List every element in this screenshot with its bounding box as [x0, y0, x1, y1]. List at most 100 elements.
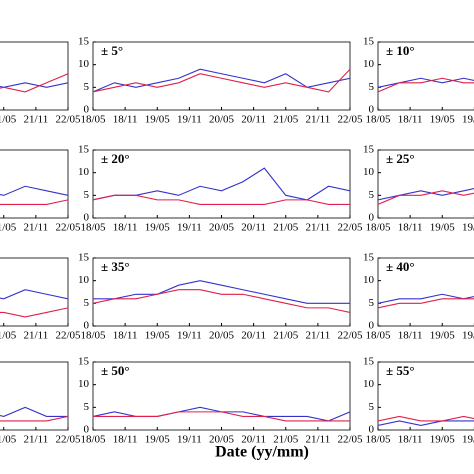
panel-title: ± 25° — [386, 151, 415, 166]
frame — [0, 41, 69, 111]
frame — [92, 41, 351, 111]
series-line — [0, 406, 68, 417]
x-tick-label: 19/11 — [462, 330, 474, 342]
series-line — [93, 68, 350, 93]
x-tick-label: 18/11 — [398, 434, 423, 446]
y-tick-label: 10 — [363, 274, 375, 286]
x-tick-label: 21/11 — [24, 222, 49, 234]
y-tick-label: 10 — [78, 274, 90, 286]
y-tick-label: 15 — [363, 36, 375, 48]
x-tick-label: 22/05 — [55, 222, 81, 234]
x-tick-label: 21/05 — [273, 330, 299, 342]
panel-title: ± 10° — [386, 43, 415, 58]
x-tick-label: 19/05 — [145, 114, 171, 126]
series-line — [93, 194, 350, 205]
panel-title: ± 20° — [101, 151, 130, 166]
x-tick-label: 18/11 — [113, 222, 138, 234]
x-tick-label: 18/05 — [365, 330, 391, 342]
x-tick-label: 22/05 — [55, 434, 81, 446]
x-tick-label: 19/05 — [145, 222, 171, 234]
x-tick-label: 20/05 — [209, 330, 235, 342]
panel-title: ± 50° — [101, 363, 130, 378]
x-tick-label: 22/05 — [337, 114, 363, 126]
y-tick-label: 10 — [363, 58, 375, 70]
series-line — [378, 190, 474, 205]
x-tick-label: 20/11 — [241, 330, 266, 342]
panel-title: ± 55° — [386, 363, 415, 378]
frame — [377, 257, 474, 327]
panel: 05101518/0518/1119/0519/1120/0520/1121/0… — [0, 257, 81, 342]
x-tick-label: 21/11 — [306, 114, 331, 126]
series-line — [93, 411, 350, 422]
y-tick-label: 0 — [84, 104, 90, 116]
series-line — [0, 415, 68, 422]
x-tick-label: 19/05 — [430, 114, 456, 126]
x-tick-label: 18/05 — [80, 330, 106, 342]
x-tick-label: 19/05 — [145, 330, 171, 342]
y-tick-label: 10 — [363, 378, 375, 390]
x-tick-label: 18/05 — [365, 222, 391, 234]
series-line — [378, 293, 474, 304]
x-tick-label: 21/11 — [306, 330, 331, 342]
x-tick-label: 21/05 — [0, 434, 17, 446]
y-tick-label: 0 — [84, 320, 90, 332]
y-tick-label: 15 — [363, 252, 375, 264]
y-tick-label: 0 — [84, 212, 90, 224]
panel-title: ± 40° — [386, 259, 415, 274]
y-tick-label: 5 — [369, 189, 375, 201]
y-tick-label: 0 — [369, 212, 375, 224]
x-tick-label: 18/11 — [113, 330, 138, 342]
y-tick-label: 0 — [369, 424, 375, 436]
x-tick-label: 19/05 — [430, 434, 456, 446]
frame — [377, 149, 474, 219]
series-line — [378, 420, 474, 427]
y-tick-label: 10 — [78, 378, 90, 390]
y-tick-label: 10 — [78, 58, 90, 70]
series-line — [378, 188, 474, 201]
series-line — [93, 289, 350, 313]
x-tick-label: 20/05 — [209, 222, 235, 234]
panel: 05101518/0518/1119/0519/1120/0520/1121/0… — [363, 144, 474, 234]
y-tick-label: 5 — [84, 81, 90, 93]
y-tick-label: 15 — [363, 144, 375, 156]
frame — [0, 257, 69, 327]
frame — [0, 361, 69, 431]
x-tick-label: 18/11 — [398, 330, 423, 342]
x-tick-label: 18/05 — [80, 114, 106, 126]
panel: 05101518/0518/1119/0519/1120/0520/1121/0… — [363, 36, 474, 126]
x-tick-label: 19/11 — [177, 222, 202, 234]
panel: 05101518/0518/1119/0519/1120/0520/1121/0… — [0, 149, 81, 234]
x-tick-label: 19/11 — [177, 114, 202, 126]
series-line — [378, 77, 474, 93]
x-tick-label: 19/11 — [462, 434, 474, 446]
y-tick-label: 0 — [84, 424, 90, 436]
x-tick-label: 20/05 — [209, 434, 235, 446]
x-tick-label: 19/11 — [177, 434, 202, 446]
panel: 05101518/0518/1119/0519/1120/0520/1121/0… — [363, 356, 474, 446]
series-line — [0, 307, 68, 318]
x-tick-label: 20/05 — [209, 114, 235, 126]
frame — [377, 41, 474, 111]
series-line — [0, 82, 68, 88]
y-tick-label: 10 — [363, 166, 375, 178]
x-tick-label: 18/11 — [113, 114, 138, 126]
x-tick-label: 18/05 — [365, 434, 391, 446]
series-line — [0, 185, 68, 196]
x-tick-label: 21/05 — [0, 222, 17, 234]
x-tick-label: 18/05 — [80, 222, 106, 234]
y-tick-label: 15 — [78, 356, 90, 368]
y-tick-label: 0 — [369, 320, 375, 332]
x-tick-label: 19/05 — [145, 434, 171, 446]
y-tick-label: 15 — [78, 252, 90, 264]
x-tick-label: 21/05 — [273, 222, 299, 234]
panel-title: ± 5° — [101, 43, 123, 58]
x-tick-label: 21/11 — [24, 434, 49, 446]
series-line — [0, 73, 68, 93]
x-tick-label: 19/05 — [430, 330, 456, 342]
x-tick-label: 18/05 — [365, 114, 391, 126]
x-tick-label: 22/05 — [337, 330, 363, 342]
x-tick-label: 20/11 — [241, 222, 266, 234]
